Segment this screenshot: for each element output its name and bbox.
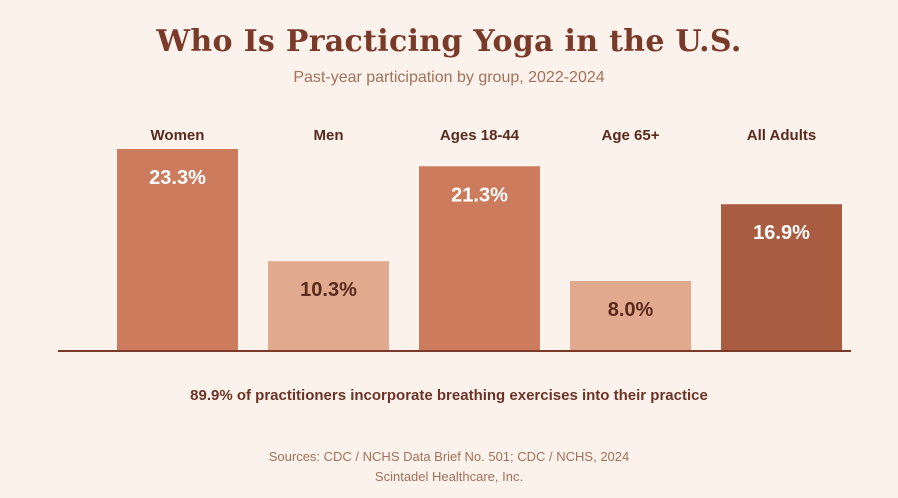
bar-men — [268, 261, 389, 350]
bar-ages-18-44 — [419, 166, 540, 350]
chart-title: Who Is Practicing Yoga in the U.S. — [156, 24, 742, 59]
category-label-women: Women — [151, 127, 205, 144]
chart-subtitle: Past-year participation by group, 2022-2… — [293, 69, 605, 86]
sources-text: Sources: CDC / NCHS Data Brief No. 501; … — [268, 449, 630, 464]
value-label-age-65: 8.0% — [608, 299, 654, 321]
bar-women — [117, 149, 238, 350]
value-label-women: 23.3% — [149, 167, 206, 189]
category-label-ages-18-44: Ages 18-44 — [440, 127, 520, 144]
breathing-note: 89.9% of practitioners incorporate breat… — [190, 387, 708, 404]
value-label-all-adults: 16.9% — [753, 222, 810, 244]
value-label-ages-18-44: 21.3% — [451, 184, 508, 206]
bar-all-adults — [721, 204, 842, 350]
category-label-age-65: Age 65+ — [602, 127, 660, 144]
category-label-all-adults: All Adults — [747, 127, 816, 144]
category-label-men: Men — [314, 127, 344, 144]
value-label-men: 10.3% — [300, 279, 357, 301]
bar-age-65 — [570, 280, 691, 350]
company-name: Scintadel Healthcare, Inc. — [374, 469, 524, 484]
